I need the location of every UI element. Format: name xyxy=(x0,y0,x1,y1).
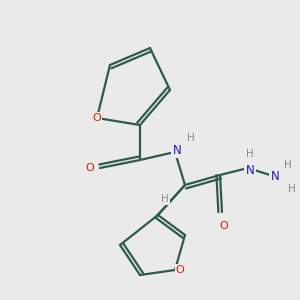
Text: N: N xyxy=(246,164,254,176)
Text: O: O xyxy=(220,221,228,231)
Text: H: H xyxy=(187,133,195,143)
Text: O: O xyxy=(93,113,101,123)
Text: N: N xyxy=(172,143,182,157)
Text: H: H xyxy=(161,194,169,204)
Text: H: H xyxy=(246,149,254,159)
Text: O: O xyxy=(85,163,94,173)
Text: H: H xyxy=(288,184,296,194)
Text: N: N xyxy=(271,170,279,184)
Text: H: H xyxy=(284,160,292,170)
Text: O: O xyxy=(176,265,184,275)
